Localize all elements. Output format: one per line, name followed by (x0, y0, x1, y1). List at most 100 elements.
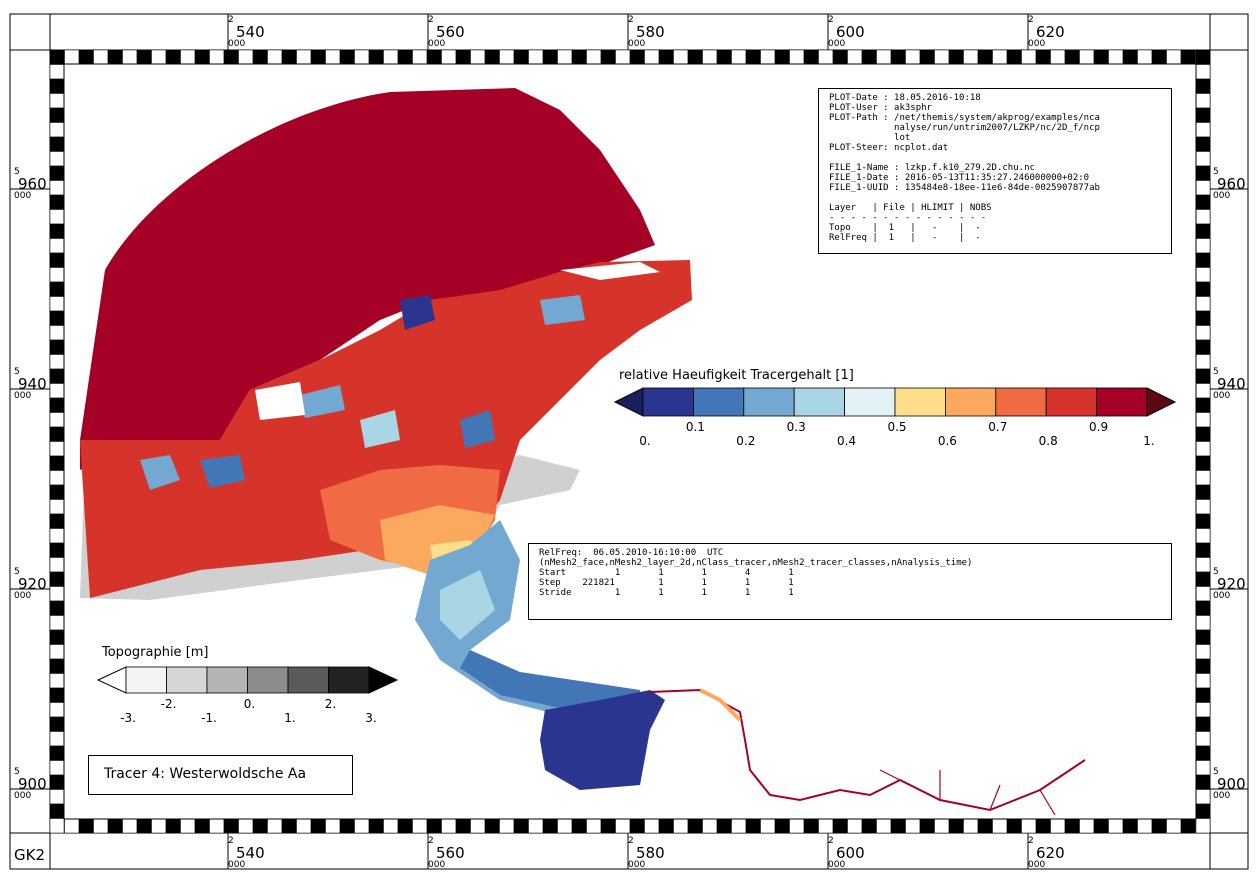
plot-info-line: nalyse/run/untrim2007/LZKP/nc/2D_f/ncp (829, 123, 1100, 133)
colorbar-label: 0.5 (887, 420, 907, 434)
colorbar-segment (793, 387, 845, 417)
colorbar-label: 2. (324, 697, 337, 711)
tracer-legend-title: relative Haeufigkeit Tracergehalt [1] (619, 368, 854, 383)
colorbar-segment (166, 666, 208, 694)
dollard-bay (540, 690, 665, 790)
river-branch (989, 784, 1001, 811)
y-tick-value-right: 920 (1217, 575, 1246, 593)
x-tick-prefix-top: 2 (228, 15, 234, 25)
x-tick-prefix-bottom: 2 (228, 836, 234, 846)
x-tick-prefix-bottom: 2 (828, 836, 834, 846)
estuary-shallows (440, 570, 495, 640)
colorbar-segment (328, 666, 370, 694)
colorbar-label: 0.7 (988, 420, 1008, 434)
relfreq-info-box: RelFreq: 06.05.2010-16:10:00 UTC (nMesh2_… (528, 543, 1172, 620)
y-tick-suffix-right: 000 (1213, 191, 1231, 201)
colorbar-segment (844, 387, 896, 417)
plot-info-line: PLOT-Path : /net/themis/system/akprog/ex… (829, 113, 1100, 123)
x-tick-value-top: 580 (636, 23, 665, 41)
relfreq-info-line: Stride 1 1 1 1 1 (539, 588, 794, 598)
x-tick-value-top: 540 (236, 23, 265, 41)
river-channel (649, 688, 1086, 812)
x-tick-value-bottom: 620 (1036, 844, 1065, 862)
x-tick-value-top: 560 (436, 23, 465, 41)
estuary-map (80, 88, 1086, 816)
tracer-colorbar (613, 387, 1177, 417)
island (255, 382, 305, 420)
y-tick-value-left: 960 (18, 175, 47, 193)
colorbar-label: 1. (1143, 434, 1155, 448)
tidal-flat-patch (400, 295, 435, 330)
x-tick-prefix-bottom: 2 (1028, 836, 1034, 846)
plot-info-line (829, 193, 1100, 203)
plot-info-line: PLOT-Date : 18.05.2016-10:18 (829, 93, 981, 103)
y-tick-prefix-left: 5 (14, 567, 20, 577)
y-tick-suffix-left: 000 (14, 391, 32, 401)
x-tick-suffix-top: 000 (828, 39, 846, 49)
y-tick-prefix-left: 5 (14, 167, 20, 177)
plot-info-line: FILE_1-UUID : 135484e8-18ee-11e6-84de-00… (829, 183, 1100, 193)
x-tick-prefix-bottom: 2 (628, 836, 634, 846)
plot-info-line: Topo | 1 | - | - (829, 223, 981, 233)
colorbar-segment (125, 666, 167, 694)
topo-legend-title: Topographie [m] (102, 645, 209, 660)
x-tick-value-bottom: 560 (436, 844, 465, 862)
colorbar-label: 0.4 (837, 434, 857, 448)
colorbar-under-arrow (613, 387, 644, 417)
colorbar-under-arrow (96, 666, 127, 694)
island (560, 262, 660, 280)
x-tick-suffix-top: 000 (1028, 39, 1046, 49)
colorbar-segment (894, 387, 946, 417)
relfreq-info-line: RelFreq: 06.05.2010-16:10:00 UTC (539, 548, 724, 558)
colorbar-segment (287, 666, 329, 694)
colorbar-label: 0.2 (736, 434, 756, 448)
outer-sea-zone (80, 88, 655, 470)
river-channel-upper (699, 688, 742, 722)
plot-info-line: PLOT-User : ak3sphr (829, 103, 932, 113)
x-tick-suffix-top: 000 (628, 39, 646, 49)
colorbar-label: -2. (160, 697, 177, 711)
y-tick-suffix-right: 000 (1213, 591, 1231, 601)
y-tick-prefix-right: 5 (1213, 767, 1219, 777)
x-tick-value-bottom: 580 (636, 844, 665, 862)
x-tick-suffix-bottom: 000 (228, 860, 246, 870)
river-branch (1039, 789, 1056, 816)
colorbar-label: -1. (201, 711, 217, 725)
y-tick-value-left: 940 (18, 375, 47, 393)
x-tick-prefix-bottom: 2 (428, 836, 434, 846)
plot-info-line: RelFreq | 1 | - | - (829, 233, 981, 243)
y-tick-suffix-left: 000 (14, 191, 32, 201)
y-tick-suffix-left: 000 (14, 591, 32, 601)
colorbar-segment (247, 666, 289, 694)
tidal-flat-patch (300, 385, 345, 418)
x-tick-value-bottom: 540 (236, 844, 265, 862)
colorbar-segment (206, 666, 248, 694)
x-tick-value-bottom: 600 (836, 844, 865, 862)
y-tick-value-right: 900 (1217, 775, 1246, 793)
y-tick-value-left: 900 (18, 775, 47, 793)
relfreq-info-line: Start 1 1 1 4 1 (539, 568, 794, 578)
y-tick-suffix-left: 000 (14, 791, 32, 801)
y-tick-prefix-left: 5 (14, 367, 20, 377)
colorbar-segment (1096, 387, 1148, 417)
plot-info-line: FILE_1-Name : lzkp.f.k10_279.2D.chu.nc (829, 163, 1035, 173)
colorbar-segment (944, 387, 997, 417)
colorbar-label: 1. (284, 711, 296, 725)
colorbar-over-arrow (1146, 387, 1177, 417)
coordinate-system-label: GK2 (14, 846, 46, 864)
tidal-flat-patch (460, 410, 495, 448)
x-tick-prefix-top: 2 (828, 15, 834, 25)
colorbar-label: 0.8 (1038, 434, 1058, 448)
colorbar-segment (1045, 387, 1098, 417)
colorbar-label: -3. (120, 711, 136, 725)
colorbar-label: 0.3 (786, 420, 806, 434)
y-tick-prefix-right: 5 (1213, 167, 1219, 177)
colorbar-segment (693, 387, 745, 417)
x-tick-prefix-top: 2 (1028, 15, 1034, 25)
tracer-name-box: Tracer 4: Westerwoldsche Aa (88, 755, 353, 795)
plot-info-line: PLOT-Steer: ncplot.dat (829, 143, 949, 153)
x-tick-suffix-bottom: 000 (1028, 860, 1046, 870)
plot-info-line (829, 153, 1100, 163)
x-tick-value-top: 600 (836, 23, 865, 41)
